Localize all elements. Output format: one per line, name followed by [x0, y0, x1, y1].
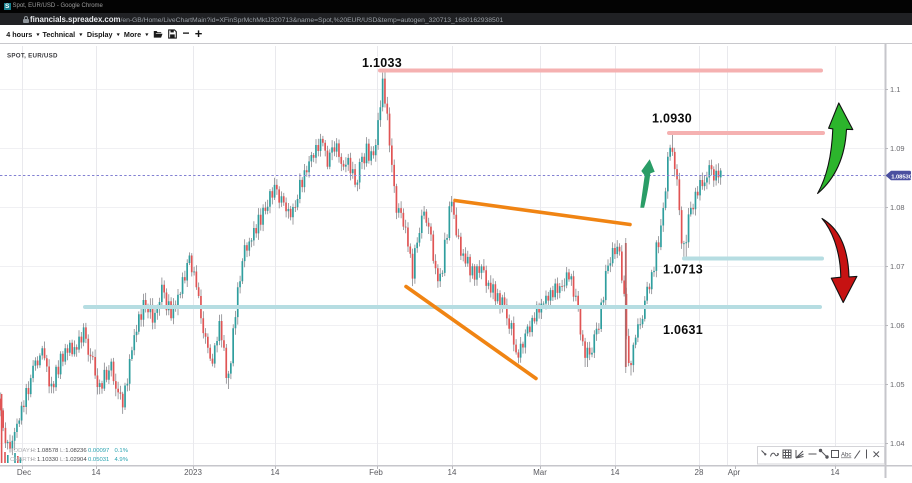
- svg-text:4.9%: 4.9%: [115, 457, 129, 463]
- svg-text:CHART:: CHART:: [10, 457, 32, 463]
- svg-text:14: 14: [448, 468, 457, 477]
- svg-text:Dec: Dec: [17, 468, 31, 477]
- svg-text:1.0713: 1.0713: [663, 263, 703, 277]
- svg-text:1.08578: 1.08578: [37, 448, 59, 454]
- svg-text:L:: L:: [60, 448, 65, 454]
- svg-text:Feb: Feb: [369, 468, 383, 477]
- svg-text:H:: H:: [31, 448, 37, 454]
- svg-text:14: 14: [92, 468, 101, 477]
- svg-text:14: 14: [271, 468, 280, 477]
- svg-text:1.10330: 1.10330: [37, 457, 59, 463]
- svg-text:H:: H:: [31, 457, 37, 463]
- svg-text:14: 14: [831, 468, 840, 477]
- svg-text:1.02904: 1.02904: [65, 457, 87, 463]
- svg-text:L:: L:: [60, 457, 65, 463]
- svg-text:14: 14: [611, 468, 620, 477]
- svg-text:1.08530: 1.08530: [891, 174, 912, 180]
- svg-text:SPOT, EUR/USD: SPOT, EUR/USD: [7, 53, 58, 60]
- svg-text:1.1033: 1.1033: [362, 56, 402, 70]
- svg-text:1.05: 1.05: [890, 380, 905, 389]
- svg-text:0.1%: 0.1%: [115, 448, 129, 454]
- svg-text:28: 28: [695, 468, 704, 477]
- svg-text:0.00097: 0.00097: [88, 448, 109, 454]
- svg-text:1.07: 1.07: [890, 262, 905, 271]
- svg-text:1.08: 1.08: [890, 203, 905, 212]
- svg-text:Mar: Mar: [533, 468, 547, 477]
- svg-text:Abc: Abc: [841, 453, 851, 459]
- svg-text:0.05031: 0.05031: [88, 457, 109, 463]
- svg-text:TODAY:: TODAY:: [10, 448, 31, 454]
- svg-text:1.04: 1.04: [890, 439, 905, 448]
- svg-text:1.08236: 1.08236: [65, 448, 87, 454]
- svg-text:2023: 2023: [184, 468, 202, 477]
- svg-text:1.0631: 1.0631: [663, 323, 703, 337]
- svg-text:1.0930: 1.0930: [652, 112, 692, 126]
- svg-text:Apr: Apr: [728, 468, 741, 477]
- svg-text:1.06: 1.06: [890, 321, 905, 330]
- svg-text:1.1: 1.1: [890, 85, 900, 94]
- svg-text:1.09: 1.09: [890, 144, 905, 153]
